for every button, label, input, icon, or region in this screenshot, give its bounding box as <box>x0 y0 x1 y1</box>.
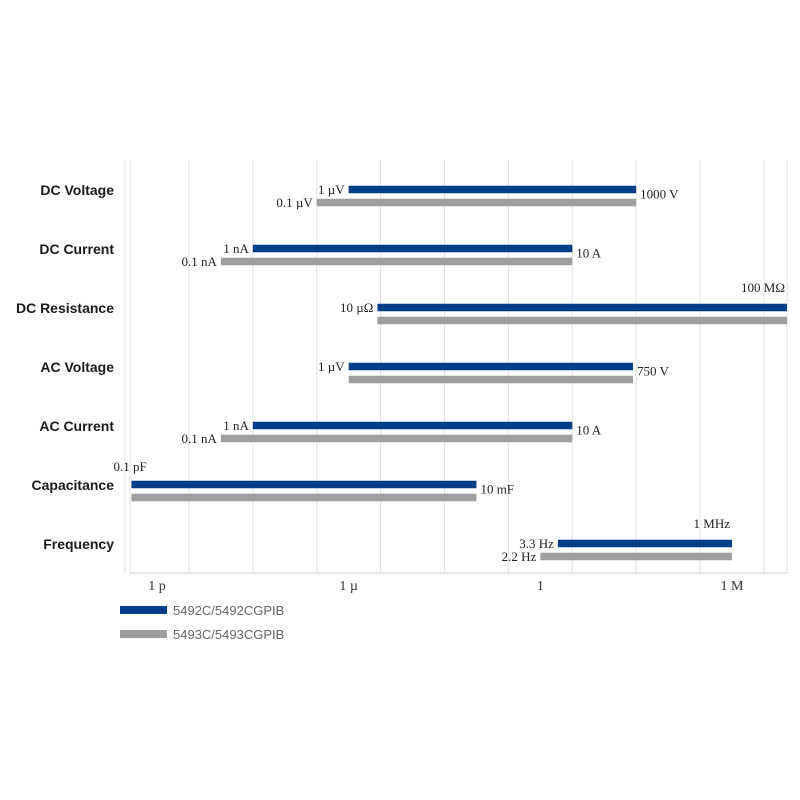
category-label-ac-current: AC Current <box>39 418 114 434</box>
legend-label-1: 5492C/5492CGPIB <box>173 603 284 618</box>
min-label-capacitance: 0.1 pF <box>113 459 146 474</box>
min-label-ac-current: 1 nA <box>223 418 249 433</box>
bar-ac-voltage-series-2 <box>348 375 633 384</box>
category-label-dc-resistance: DC Resistance <box>16 300 114 316</box>
bar-frequency-series-1 <box>557 539 732 548</box>
category-label-capacitance: Capacitance <box>32 477 115 493</box>
max-label-dc-current: 10 A <box>576 245 602 260</box>
bar-dc-voltage-series-1 <box>348 185 637 194</box>
min-label-dc-voltage: 0.1 µV <box>276 195 313 210</box>
bar-ac-current-series-2 <box>220 434 573 443</box>
min-label-frequency: 3.3 Hz <box>519 536 554 551</box>
bar-dc-current-series-1 <box>252 244 573 253</box>
bar-capacitance-series-2 <box>131 493 477 502</box>
bar-dc-resistance-series-2 <box>377 316 787 325</box>
bar-ac-voltage-series-1 <box>348 362 633 371</box>
min-label-dc-voltage: 1 µV <box>318 182 345 197</box>
bar-frequency-series-2 <box>540 552 732 561</box>
range-bars <box>131 185 787 561</box>
min-label-dc-current: 0.1 nA <box>181 254 217 269</box>
max-label-ac-current: 10 A <box>576 422 602 437</box>
x-tick-label: 1 p <box>148 579 166 594</box>
min-label-frequency: 2.2 Hz <box>502 549 537 564</box>
bar-capacitance-series-1 <box>131 480 477 489</box>
x-axis-ticks: 1 p 1 µ 1 1 M <box>148 579 744 594</box>
max-label-dc-resistance: 100 MΩ <box>741 280 785 295</box>
max-label-dc-voltage: 1000 V <box>640 186 679 201</box>
x-tick-label: 1 µ <box>339 579 358 594</box>
bar-dc-resistance-series-1 <box>377 303 787 312</box>
min-label-ac-current: 0.1 nA <box>181 431 217 446</box>
bar-dc-voltage-series-2 <box>316 198 637 207</box>
min-label-ac-voltage: 1 µV <box>318 359 345 374</box>
legend: 5492C/5492CGPIB 5493C/5493CGPIB <box>120 603 284 642</box>
min-label-dc-current: 1 nA <box>223 241 249 256</box>
bar-ac-current-series-1 <box>252 421 573 430</box>
max-label-ac-voltage: 750 V <box>637 363 670 378</box>
x-tick-label: 1 M <box>721 579 745 594</box>
category-label-dc-voltage: DC Voltage <box>40 182 114 198</box>
bar-dc-current-series-2 <box>220 257 573 266</box>
min-label-dc-resistance: 10 µΩ <box>340 300 373 315</box>
category-label-frequency: Frequency <box>43 536 114 552</box>
max-label-capacitance: 10 mF <box>480 481 514 496</box>
legend-label-2: 5493C/5493CGPIB <box>173 627 284 642</box>
category-labels: DC Voltage DC Current DC Resistance AC Volt… <box>16 182 114 552</box>
legend-swatch-2 <box>120 630 167 638</box>
category-label-ac-voltage: AC Voltage <box>40 359 114 375</box>
legend-swatch-1 <box>120 606 167 614</box>
max-label-frequency: 1 MHz <box>694 516 731 531</box>
value-labels: 1 µV 1000 V 1 nA 10 A 10 µΩ 100 MΩ 1 µV 750 V 1 … <box>113 182 785 564</box>
category-label-dc-current: DC Current <box>39 241 114 257</box>
x-tick-label: 1 <box>537 579 544 594</box>
